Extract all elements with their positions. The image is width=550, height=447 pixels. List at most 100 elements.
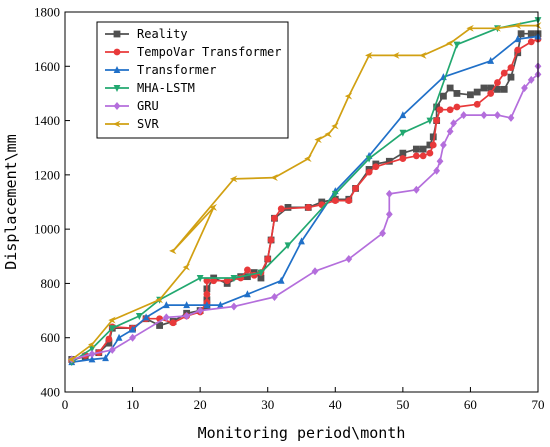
x-tick-label: 30 [261, 397, 274, 412]
data-point-tempovar-transformer [271, 214, 278, 222]
data-point-mha-lstm [88, 345, 96, 353]
data-point-transformer [142, 313, 150, 321]
data-point-tempovar-transformer [494, 79, 501, 86]
data-point-tempovar-transformer [304, 204, 312, 211]
series-layer [67, 17, 542, 367]
data-point-reality [487, 84, 495, 92]
data-point-svr [344, 92, 353, 100]
data-point-tempovar-transformer [105, 335, 113, 343]
data-point-svr [493, 24, 501, 32]
y-tick-label: 1800 [34, 5, 60, 20]
y-tick-label: 1400 [34, 113, 60, 128]
data-point-tempovar-transformer [223, 277, 231, 285]
data-point-svr [304, 155, 312, 162]
legend-marker-gru [113, 102, 121, 110]
data-point-mha-lstm [135, 313, 143, 320]
data-point-tempovar-transformer [345, 197, 353, 205]
data-point-mha-lstm [284, 242, 292, 250]
data-point-gru [345, 255, 353, 263]
data-point-reality [467, 91, 474, 99]
data-point-reality [500, 85, 508, 93]
x-tick-label: 60 [464, 397, 477, 412]
data-point-tempovar-transformer [446, 106, 454, 114]
data-point-gru [436, 157, 444, 166]
legend-label-tempovar-transformer: TempoVar Transformer [137, 45, 282, 59]
data-point-gru [162, 313, 170, 322]
data-point-tempovar-transformer [277, 205, 285, 213]
series-gru [68, 62, 542, 364]
data-point-tempovar-transformer [399, 155, 407, 162]
data-point-svr [419, 52, 427, 59]
data-point-transformer [115, 333, 123, 341]
data-point-tempovar-transformer [419, 152, 427, 160]
data-point-gru [480, 111, 488, 120]
data-point-reality [105, 339, 113, 347]
data-point-mha-lstm [196, 275, 204, 282]
data-point-svr [229, 175, 238, 183]
data-point-tempovar-transformer [169, 319, 177, 327]
data-point-reality [385, 157, 393, 165]
series-line-gru [71, 66, 539, 361]
data-point-transformer [399, 111, 407, 119]
legend-label-svr: SVR [137, 117, 159, 131]
data-point-svr [270, 174, 278, 181]
data-point-gru [521, 84, 528, 92]
data-point-svr [324, 130, 332, 138]
x-tick-label: 0 [62, 397, 69, 412]
data-point-svr [314, 136, 322, 143]
data-point-svr [446, 39, 454, 47]
data-point-transformer [183, 301, 191, 309]
data-point-mha-lstm [331, 190, 339, 198]
data-point-svr [466, 24, 474, 32]
legend-marker-transformer [113, 66, 121, 73]
data-point-transformer [487, 56, 495, 64]
y-tick-label: 600 [41, 330, 61, 345]
data-point-gru [446, 127, 454, 136]
legend-label-gru: GRU [137, 99, 159, 113]
series-svr [67, 22, 542, 363]
data-point-gru [271, 293, 278, 301]
data-point-tempovar-transformer [487, 90, 495, 97]
legend-label-mha-lstm: MHA-LSTM [137, 81, 195, 95]
data-point-tempovar-transformer [352, 185, 359, 192]
data-point-tempovar-transformer [372, 163, 380, 171]
data-point-svr [88, 341, 96, 348]
data-point-gru [88, 350, 96, 358]
data-point-mha-lstm [230, 275, 238, 282]
data-point-reality [453, 90, 461, 97]
data-point-svr [331, 122, 339, 130]
data-point-gru [379, 229, 386, 238]
data-point-mha-lstm [453, 41, 461, 49]
data-point-svr [513, 22, 522, 29]
data-point-reality [156, 322, 163, 329]
legend-marker-tempovar-transformer [113, 48, 121, 56]
data-point-tempovar-transformer [507, 64, 515, 72]
y-tick-label: 1200 [34, 167, 60, 182]
data-point-gru [230, 302, 238, 311]
data-point-reality [473, 88, 481, 96]
legend-marker-reality [113, 30, 121, 38]
data-point-tempovar-transformer [331, 197, 339, 205]
data-point-mha-lstm [365, 155, 373, 163]
data-point-transformer [88, 355, 96, 363]
data-point-gru [507, 113, 515, 122]
y-tick-label: 1600 [34, 59, 60, 74]
x-tick-label: 40 [329, 397, 342, 412]
data-point-tempovar-transformer [527, 38, 535, 46]
data-point-mha-lstm [426, 117, 434, 125]
data-point-reality [284, 204, 292, 211]
data-point-reality [419, 145, 427, 153]
legend-label-reality: Reality [137, 27, 188, 41]
y-tick-label: 1000 [34, 222, 60, 237]
x-tick-label: 70 [532, 397, 545, 412]
data-point-tempovar-transformer [436, 106, 444, 114]
data-point-svr [108, 316, 116, 324]
data-point-tempovar-transformer [500, 69, 508, 77]
series-line-svr [71, 24, 538, 361]
data-point-reality [507, 73, 515, 81]
y-tick-label: 400 [41, 385, 61, 400]
data-point-gru [440, 141, 447, 149]
data-point-transformer [162, 301, 170, 309]
data-point-reality [244, 273, 251, 281]
